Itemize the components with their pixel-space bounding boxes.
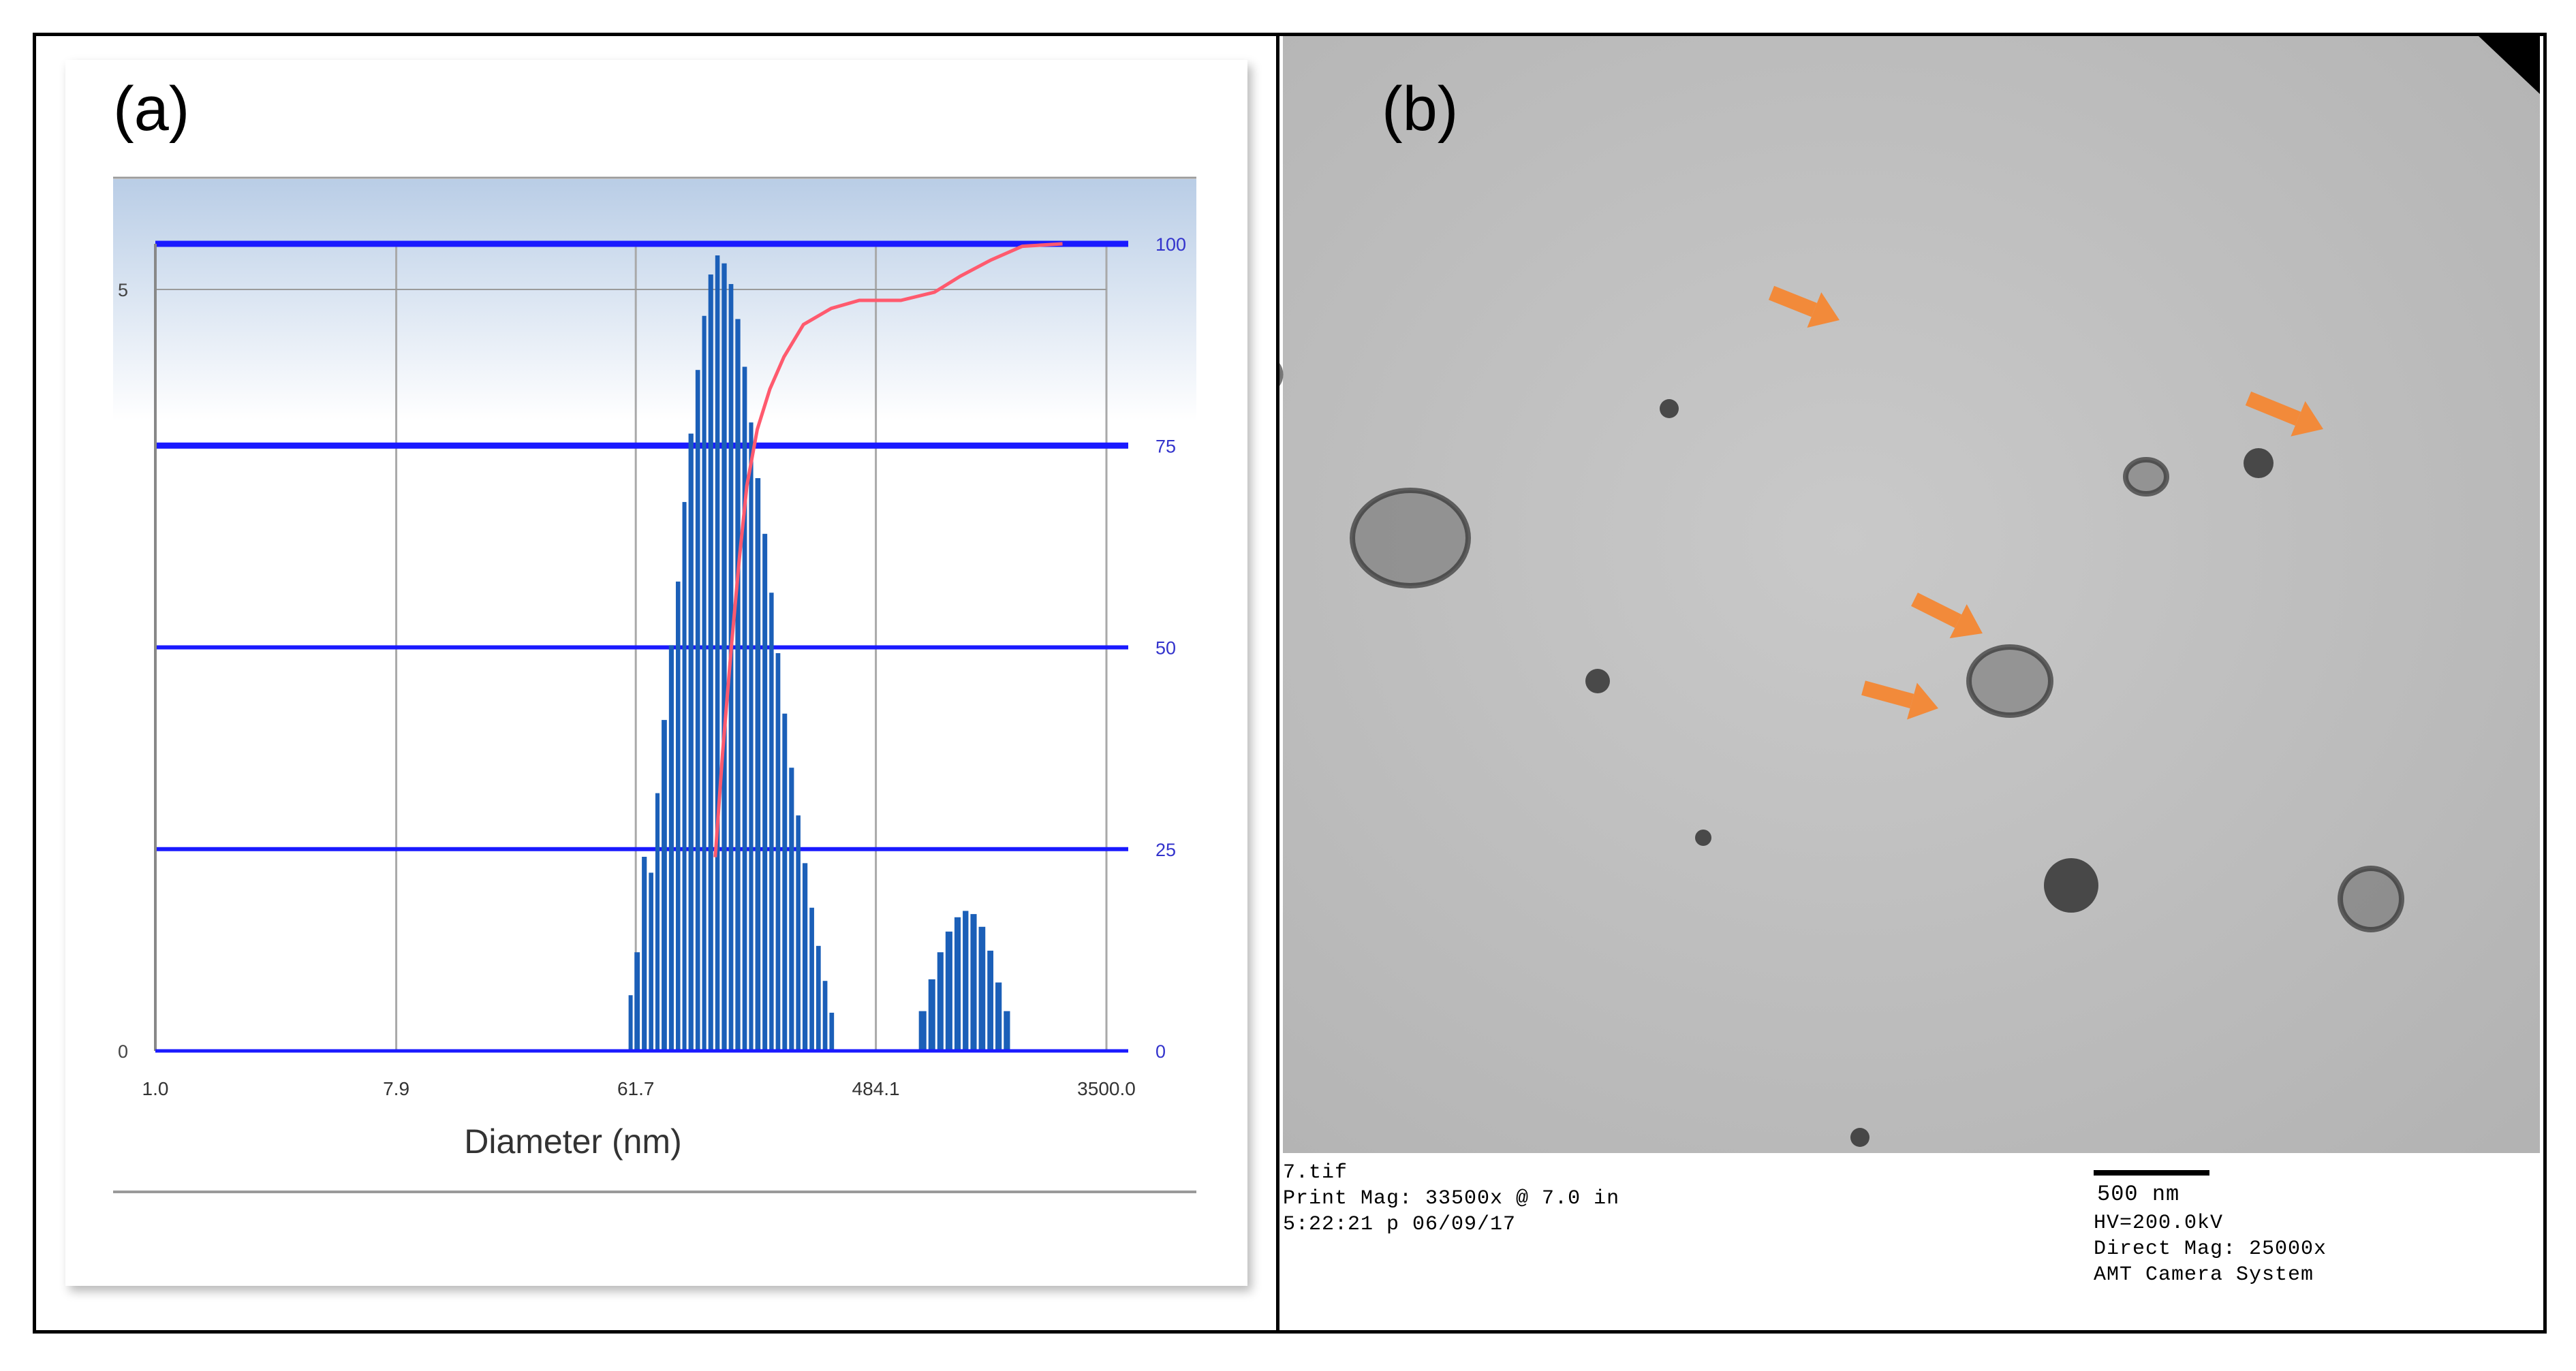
vesicle	[1279, 363, 1284, 386]
histogram-bar	[775, 653, 781, 1051]
histogram-bar	[708, 274, 713, 1052]
histogram-bar	[796, 815, 801, 1051]
x-tick-label: 484.1	[852, 1078, 900, 1099]
histogram-bar	[649, 872, 653, 1051]
scale-bar-label: 500 nm	[2097, 1182, 2180, 1207]
tem-camera: AMT Camera System	[2094, 1263, 2314, 1287]
histogram-bar	[945, 931, 952, 1051]
tem-timestamp: 5:22:21 p 06/09/17	[1283, 1213, 1517, 1236]
histogram-bar	[668, 645, 674, 1051]
scale-bar	[2094, 1170, 2209, 1176]
histogram-bar	[662, 720, 667, 1051]
y-right-tick-label: 25	[1155, 840, 1176, 860]
histogram-bar	[829, 1012, 835, 1051]
histogram-bar	[978, 926, 986, 1051]
tem-hv: HV=200.0kV	[2094, 1212, 2224, 1235]
orange-arrow-head	[1949, 604, 1983, 639]
plot-header-band	[113, 179, 1196, 421]
x-tick-label: 7.9	[383, 1078, 409, 1099]
histogram-bar	[755, 478, 761, 1051]
dark-spot	[1585, 669, 1610, 693]
dark-spot	[2044, 858, 2098, 913]
figure-frame	[33, 33, 2547, 1334]
panel-a-size-distribution: 1.0 7.9 61.7 484.1 3500.0 0 25 50 75 100 0 5 Diamet…	[65, 60, 1247, 1286]
histogram-bar	[769, 593, 774, 1051]
histogram-bar	[782, 713, 788, 1051]
histogram-bar	[682, 502, 687, 1051]
vesicle-cluster	[1350, 488, 1471, 588]
histogram-bar	[642, 857, 647, 1051]
tem-direct-mag: Direct Mag: 25000x	[2094, 1238, 2327, 1261]
histogram-bar	[918, 1011, 927, 1051]
x-axis-label: Diameter (nm)	[464, 1122, 681, 1161]
tem-micrograph	[1279, 36, 2540, 1327]
histogram-bar	[970, 914, 977, 1051]
orange-arrow-shaft	[1768, 285, 1817, 317]
x-tick-label: 1.0	[142, 1078, 169, 1099]
histogram-bar	[688, 433, 694, 1051]
histogram-bar	[721, 263, 727, 1052]
histogram-bar	[937, 952, 944, 1051]
panel-a-label: (a)	[113, 74, 190, 144]
vesicle-cluster	[1966, 644, 2053, 718]
vesicle-cluster	[2338, 866, 2404, 932]
orange-arrow-shaft	[1911, 593, 1962, 628]
histogram-bar	[655, 793, 660, 1051]
dark-spot	[1660, 399, 1679, 418]
histogram-bar	[735, 319, 741, 1052]
histogram-bar	[822, 981, 828, 1051]
histogram-bar	[816, 945, 821, 1051]
histogram-bar	[954, 917, 961, 1051]
dark-spot	[2244, 448, 2274, 478]
histogram-bar	[749, 422, 754, 1051]
orange-arrow-shaft	[1861, 680, 1914, 709]
y-right-tick-label: 100	[1155, 234, 1186, 255]
panel-b-tem-image: (b) 7.tif Print Mag: 33500x @ 7.0 in 5:2…	[1279, 36, 2543, 1330]
histogram-bar	[675, 581, 681, 1051]
dark-spot	[1850, 1128, 1869, 1147]
micrograph-info-strip	[1283, 1153, 2540, 1327]
y-right-tick-label: 50	[1155, 638, 1176, 659]
histogram-bar	[963, 911, 969, 1051]
histogram-bar	[695, 370, 700, 1051]
histogram-bar	[742, 366, 747, 1051]
dark-spot	[1695, 830, 1711, 846]
histogram-bar	[995, 982, 1002, 1051]
panel-divider	[1276, 33, 1279, 1334]
histogram-bar	[715, 255, 720, 1051]
y-right-tick-label: 75	[1155, 436, 1176, 456]
histogram-bar	[987, 950, 994, 1051]
size-distribution-chart: 1.0 7.9 61.7 484.1 3500.0 0 25 50 75 100 0 5 Diamet…	[113, 176, 1196, 1193]
x-tick-label: 61.7	[617, 1078, 655, 1099]
panel-b-label: (b)	[1382, 74, 1459, 144]
orange-arrow-head	[1807, 292, 1840, 328]
histogram-bar	[628, 995, 633, 1051]
tem-file-name: 7.tif	[1283, 1161, 1348, 1184]
micrograph-background	[1283, 36, 2540, 1153]
orange-arrow-head	[1907, 682, 1938, 720]
orange-arrow-head	[2291, 400, 2323, 437]
cumulative-curve	[713, 242, 1063, 857]
y-left-tick-label: 5	[118, 280, 128, 300]
y-right-tick-label: 0	[1155, 1041, 1166, 1062]
vesicle-cluster	[2123, 457, 2169, 497]
histogram-bar	[928, 979, 935, 1051]
y-left-tick-label: 0	[118, 1041, 128, 1062]
histogram-bar	[789, 768, 794, 1051]
histogram-bar	[634, 952, 640, 1051]
histogram-bar	[809, 907, 814, 1051]
histogram-bar	[802, 863, 808, 1051]
micrograph-corner-shadow	[2479, 36, 2540, 94]
x-tick-label: 3500.0	[1077, 1078, 1136, 1099]
histogram-bar	[702, 315, 707, 1051]
orange-arrow-shaft	[2245, 391, 2301, 426]
tem-print-mag: Print Mag: 33500x @ 7.0 in	[1283, 1187, 1620, 1210]
histogram-bar	[1004, 1011, 1010, 1051]
histogram-bar	[762, 533, 768, 1051]
